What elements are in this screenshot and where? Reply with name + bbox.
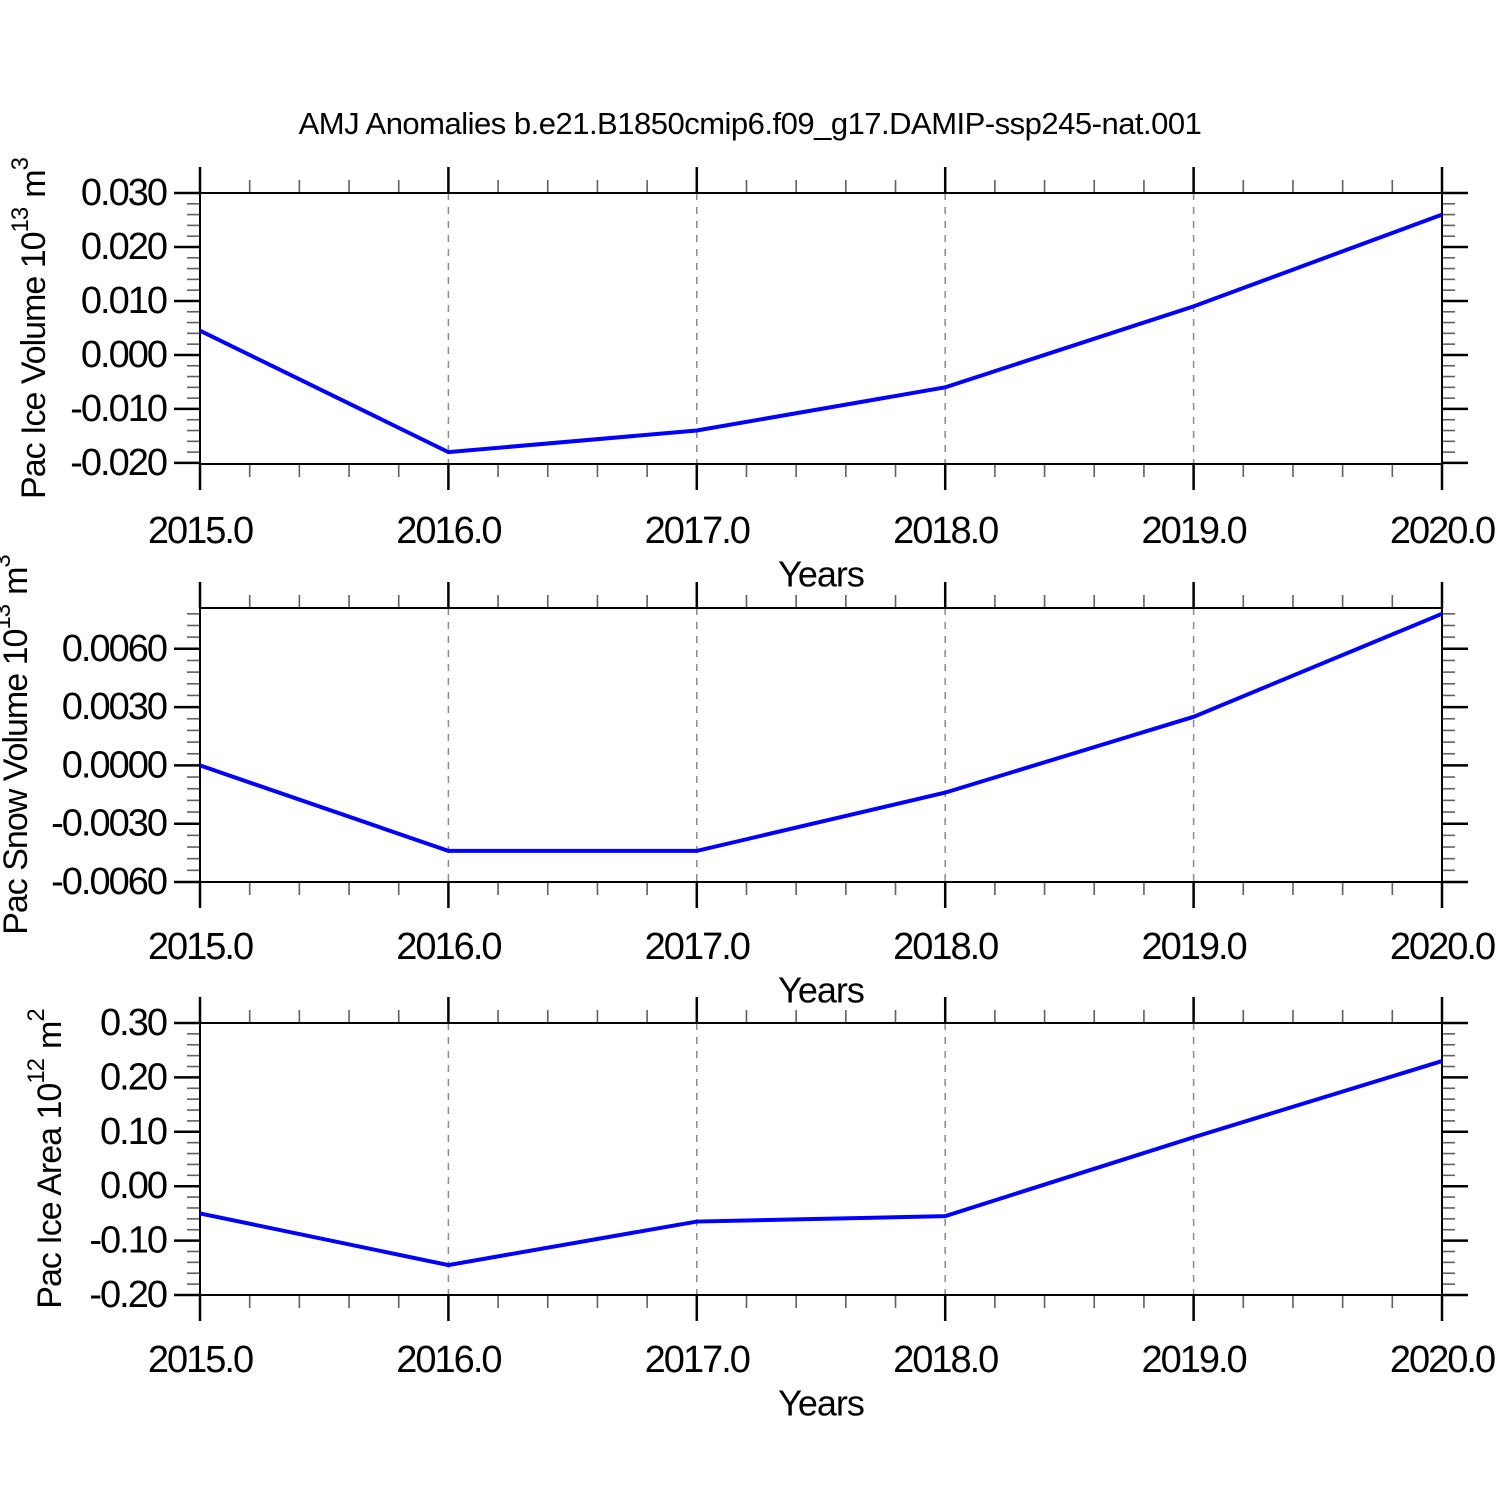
y-tick-label: 0.0060 [62, 628, 167, 670]
y-tick-label: 0.030 [81, 172, 167, 214]
x-tick-label: 2019.0 [1141, 510, 1246, 552]
y-tick-label: -0.010 [70, 388, 167, 430]
y-tick-label: -0.20 [89, 1274, 166, 1316]
x-axis-title: Years [778, 554, 864, 595]
y-tick-label: -0.020 [70, 442, 167, 484]
x-tick-label: 2016.0 [396, 926, 501, 968]
y-tick-label: 0.10 [100, 1111, 167, 1153]
y-axis-title: Pac Snow Volume 1013m3 [0, 555, 35, 935]
chart-title: AMJ Anomalies b.e21.B1850cmip6.f09_g17.D… [298, 106, 1202, 141]
x-axis-title: Years [778, 970, 864, 1011]
x-tick-label: 2019.0 [1141, 1339, 1246, 1381]
y-tick-label: -0.0060 [51, 861, 167, 903]
x-tick-label: 2019.0 [1141, 926, 1246, 968]
x-tick-label: 2018.0 [893, 510, 998, 552]
y-tick-label: 0.0000 [62, 744, 167, 786]
y-tick-label: 0.0030 [62, 686, 167, 728]
x-tick-label: 2020.0 [1390, 510, 1495, 552]
panel-pac-ice-volume: 2015.0 2016.0 2017.0 2018.0 2019.0 2020.0 0.03… [7, 157, 1497, 595]
panel-pac-snow-volume: 2015.0 2016.0 2017.0 2018.0 2019.0 2020.0 0.00… [0, 555, 1497, 1011]
x-tick-label: 2015.0 [148, 510, 253, 552]
x-tick-label: 2018.0 [893, 1339, 998, 1381]
data-line-pac-ice-area [199, 1059, 1443, 1268]
x-tick-label: 2017.0 [645, 1339, 750, 1381]
data-line-pac-ice-volume [199, 212, 1443, 455]
plot-frame [199, 1022, 1443, 1296]
plot-frame [199, 607, 1443, 883]
x-tick-label: 2015.0 [148, 1339, 253, 1381]
x-tick-label: 2018.0 [893, 926, 998, 968]
x-tick-label: 2016.0 [396, 510, 501, 552]
panel-pac-ice-area: 2015.0 2016.0 2017.0 2018.0 2019.0 2020.0 0.30… [23, 997, 1497, 1424]
y-tick-label: 0.30 [100, 1002, 167, 1044]
x-tick-label: 2017.0 [645, 926, 750, 968]
y-tick-label: 0.000 [81, 334, 167, 376]
y-tick-label: -0.10 [89, 1220, 166, 1262]
y-tick-label: 0.020 [81, 226, 167, 268]
y-tick-label: 0.20 [100, 1056, 167, 1098]
data-line-pac-snow-volume [199, 611, 1443, 853]
x-tick-label: 2020.0 [1390, 1339, 1495, 1381]
x-tick-label: 2017.0 [645, 510, 750, 552]
plot-frame [199, 192, 1443, 465]
y-axis-title: Pac Ice Volume 1013m3 [7, 157, 54, 499]
x-tick-label: 2020.0 [1390, 926, 1495, 968]
y-tick-label: -0.0030 [51, 803, 167, 845]
y-axis-title: Pac Ice Area 1012m2 [23, 1009, 70, 1309]
x-tick-label: 2016.0 [396, 1339, 501, 1381]
x-tick-label: 2015.0 [148, 926, 253, 968]
x-axis-title: Years [778, 1383, 864, 1424]
y-tick-label: 0.010 [81, 280, 167, 322]
y-tick-label: 0.00 [100, 1165, 167, 1207]
